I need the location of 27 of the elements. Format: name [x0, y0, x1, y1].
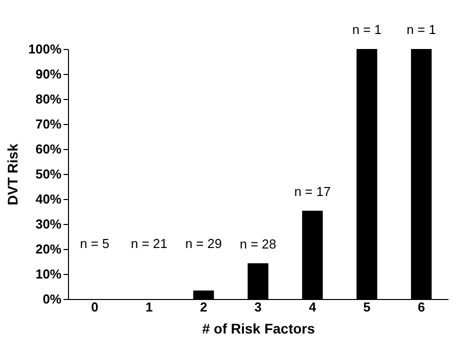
y-tick-label: 0% [42, 292, 62, 306]
y-tick-label: 80% [35, 92, 62, 106]
x-tick-label: 1 [146, 300, 153, 314]
y-tick-label: 50% [35, 166, 62, 182]
y-tick-label: 30% [35, 216, 62, 232]
x-axis-title: # of Risk Factors [202, 320, 316, 336]
annotation: n = 21 [130, 236, 168, 251]
annotation: n = 1 [352, 22, 382, 37]
y-tick-label: 70% [35, 116, 62, 132]
y-tick-label: 90% [35, 66, 62, 82]
annotation: n = 28 [240, 236, 276, 252]
x-tick-label: 3 [254, 300, 262, 314]
y-tick-label: 100% [28, 42, 62, 56]
annotation: n = 5 [80, 236, 110, 251]
y-tick-label: 20% [35, 242, 62, 256]
y-tick-label: 40% [35, 192, 62, 206]
y-axis-title: DVT Risk [4, 144, 20, 206]
x-tick-label: 2 [200, 300, 208, 314]
y-tick-label: 10% [35, 266, 62, 282]
annotation: n = 1 [406, 22, 436, 37]
x-tick-label: 6 [418, 300, 425, 314]
x-tick-label: 0 [91, 300, 98, 314]
x-tick-label: 5 [363, 300, 370, 314]
y-tick-label: 60% [35, 142, 62, 156]
annotation: n = 17 [294, 184, 331, 199]
x-tick-label: 4 [308, 300, 317, 314]
annotation: n = 29 [185, 236, 222, 251]
